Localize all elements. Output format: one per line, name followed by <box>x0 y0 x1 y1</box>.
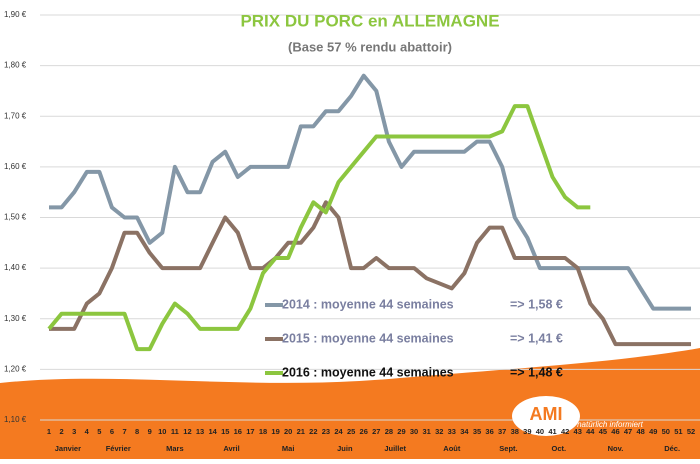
x-tick-label: 2 <box>60 427 64 436</box>
y-tick-label: 1,40 € <box>4 263 27 272</box>
x-tick-label: 4 <box>85 427 90 436</box>
x-tick-label: 17 <box>246 427 254 436</box>
x-tick-label: 31 <box>422 427 430 436</box>
x-tick-label: 6 <box>110 427 114 436</box>
x-tick-label: 18 <box>259 427 267 436</box>
x-tick-label: 43 <box>574 427 582 436</box>
x-tick-label: 22 <box>309 427 317 436</box>
logo-tagline: natürlich informiert <box>577 420 644 429</box>
x-tick-label: 42 <box>561 427 569 436</box>
x-tick-label: 7 <box>122 427 126 436</box>
x-tick-label: 40 <box>536 427 544 436</box>
month-label: Juin <box>337 444 353 453</box>
y-tick-label: 1,30 € <box>4 314 27 323</box>
x-tick-label: 12 <box>183 427 191 436</box>
x-tick-label: 37 <box>498 427 506 436</box>
x-tick-label: 38 <box>511 427 519 436</box>
series-line <box>49 73 691 311</box>
x-tick-label: 47 <box>624 427 632 436</box>
legend-average: => 1,58 € <box>510 297 563 311</box>
x-tick-label: 26 <box>360 427 368 436</box>
month-label: Juillet <box>384 444 406 453</box>
x-tick-label: 25 <box>347 427 355 436</box>
x-tick-label: 24 <box>334 427 343 436</box>
y-tick-label: 1,50 € <box>4 213 27 222</box>
y-tick-label: 1,10 € <box>4 415 27 424</box>
x-tick-label: 23 <box>322 427 330 436</box>
x-tick-label: 50 <box>662 427 670 436</box>
month-label: Déc. <box>664 444 680 453</box>
chart-title: PRIX DU PORC en ALLEMAGNE <box>240 11 499 30</box>
logo-badge <box>512 396 580 436</box>
month-label: Mars <box>166 444 184 453</box>
x-tick-label: 33 <box>448 427 456 436</box>
chart-subtitle: (Base 57 % rendu abattoir) <box>288 39 452 54</box>
x-tick-label: 3 <box>72 427 76 436</box>
x-tick-label: 44 <box>586 427 595 436</box>
series-line <box>47 104 591 352</box>
x-tick-label: 46 <box>611 427 619 436</box>
month-label: Oct. <box>552 444 567 453</box>
month-label: Mai <box>282 444 295 453</box>
x-tick-label: 35 <box>473 427 481 436</box>
x-tick-label: 27 <box>372 427 380 436</box>
x-tick-label: 9 <box>148 427 152 436</box>
x-tick-label: 11 <box>171 427 179 436</box>
x-tick-label: 14 <box>208 427 217 436</box>
x-tick-label: 16 <box>234 427 242 436</box>
x-tick-label: 1 <box>47 427 51 436</box>
x-tick-label: 48 <box>636 427 644 436</box>
legend-average: => 1,41 € <box>510 331 563 345</box>
month-label: Août <box>443 444 461 453</box>
x-tick-label: 49 <box>649 427 657 436</box>
y-tick-label: 1,70 € <box>4 111 27 120</box>
legend-label: 2016 : moyenne 44 semaines <box>282 365 454 379</box>
x-tick-label: 5 <box>97 427 101 436</box>
x-tick-label: 8 <box>135 427 139 436</box>
x-tick-label: 41 <box>548 427 556 436</box>
logo-text: AMI <box>530 404 563 424</box>
series-line <box>49 200 691 347</box>
y-tick-label: 1,20 € <box>4 364 27 373</box>
month-label: Nov. <box>608 444 624 453</box>
legend-label: 2014 : moyenne 44 semaines <box>282 297 454 311</box>
month-label: Février <box>106 444 131 453</box>
x-tick-label: 13 <box>196 427 204 436</box>
x-tick-label: 30 <box>410 427 418 436</box>
x-tick-label: 19 <box>271 427 279 436</box>
x-tick-label: 29 <box>397 427 405 436</box>
x-tick-label: 28 <box>385 427 393 436</box>
x-tick-label: 20 <box>284 427 292 436</box>
x-tick-label: 15 <box>221 427 229 436</box>
legend-label: 2015 : moyenne 44 semaines <box>282 331 454 345</box>
x-tick-label: 34 <box>460 427 469 436</box>
y-tick-label: 1,90 € <box>4 10 27 19</box>
y-tick-label: 1,80 € <box>4 61 27 70</box>
x-tick-label: 36 <box>485 427 493 436</box>
month-label: Sept. <box>499 444 517 453</box>
x-tick-label: 52 <box>687 427 695 436</box>
x-tick-label: 51 <box>674 427 682 436</box>
month-label: Janvier <box>55 444 81 453</box>
month-label: Avril <box>223 444 239 453</box>
x-tick-label: 21 <box>297 427 305 436</box>
x-tick-label: 39 <box>523 427 531 436</box>
legend-average: => 1,48 € <box>510 365 563 379</box>
x-tick-label: 45 <box>599 427 607 436</box>
y-tick-label: 1,60 € <box>4 162 27 171</box>
x-tick-label: 32 <box>435 427 443 436</box>
x-tick-label: 10 <box>158 427 166 436</box>
